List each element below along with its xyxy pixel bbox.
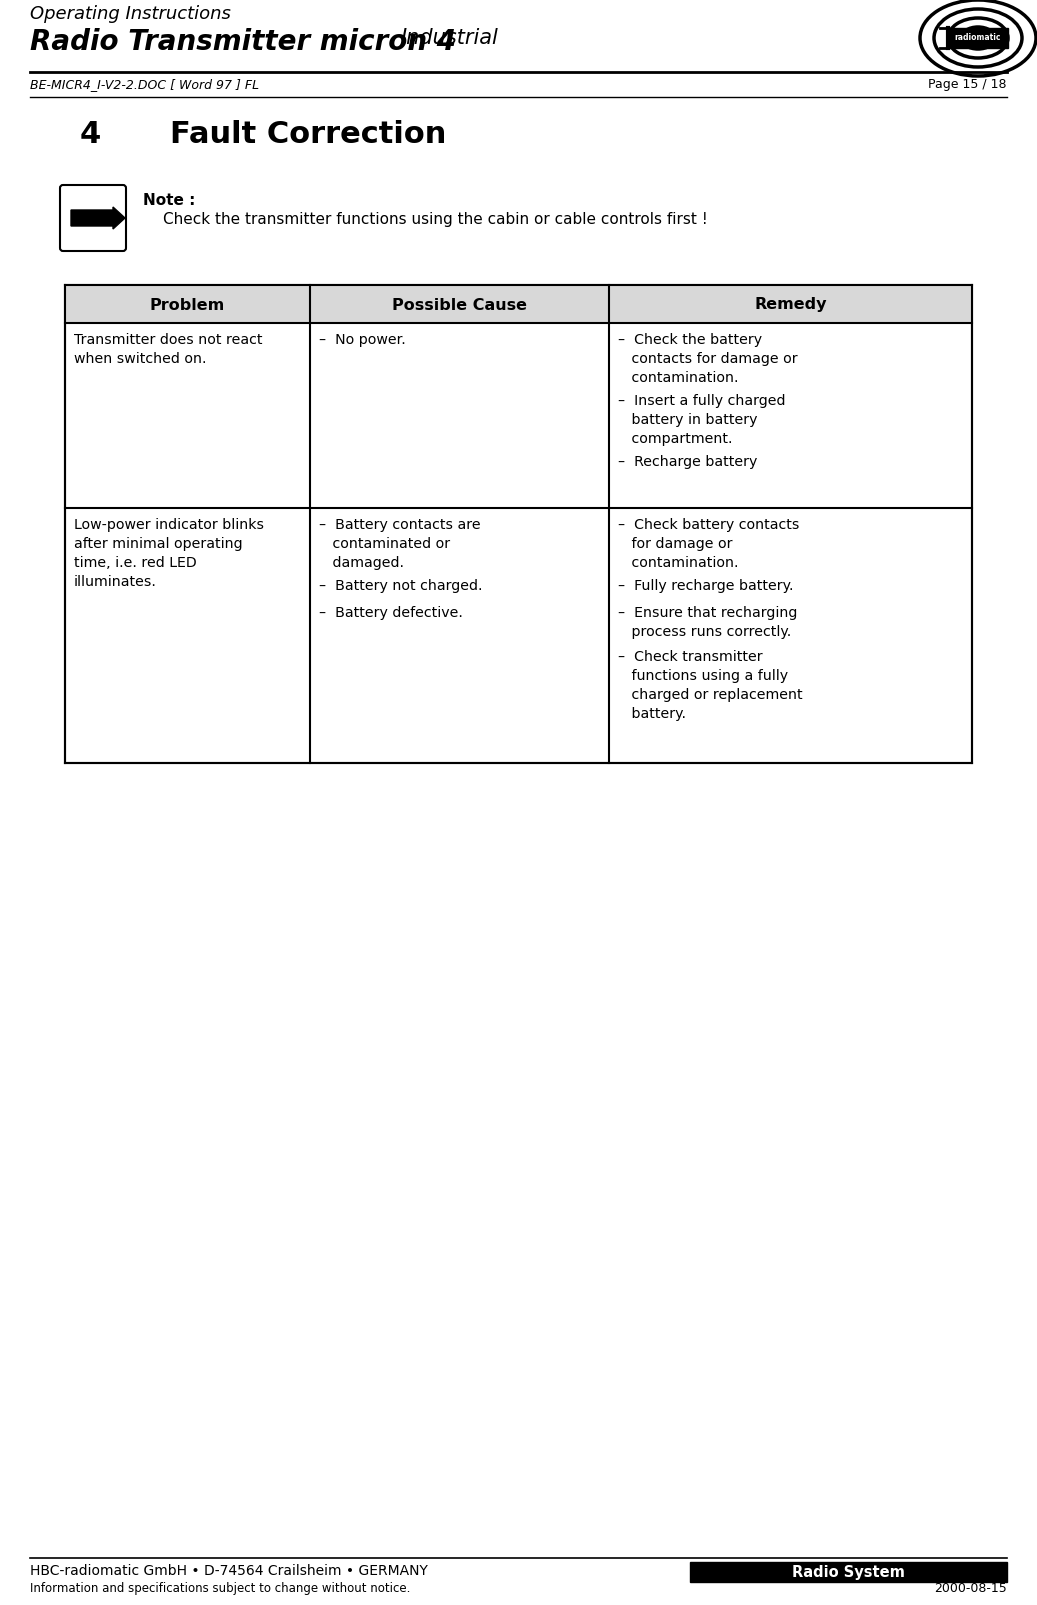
FancyArrow shape (71, 207, 125, 230)
Text: –  Battery not charged.: – Battery not charged. (319, 579, 482, 592)
Text: –  Ensure that recharging
   process runs correctly.: – Ensure that recharging process runs co… (618, 607, 797, 639)
Text: Page 15 / 18: Page 15 / 18 (928, 79, 1007, 91)
Text: BE-MICR4_I-V2-2.DOC [ Word 97 ] FL: BE-MICR4_I-V2-2.DOC [ Word 97 ] FL (30, 79, 259, 91)
Text: HBC-radiomatic GmbH • D-74564 Crailsheim • GERMANY: HBC-radiomatic GmbH • D-74564 Crailsheim… (30, 1563, 428, 1578)
Bar (690, 1562, 1007, 1583)
Text: –  No power.: – No power. (319, 332, 405, 347)
Text: –  Check battery contacts
   for damage or
   contamination.: – Check battery contacts for damage or c… (618, 518, 800, 570)
Text: Information and specifications subject to change without notice.: Information and specifications subject t… (30, 1583, 411, 1595)
Text: –  Check the battery
   contacts for damage or
   contamination.: – Check the battery contacts for damage … (618, 332, 797, 385)
Bar (65, 286, 972, 323)
Text: 4: 4 (80, 120, 102, 149)
Text: –  Insert a fully charged
   battery in battery
   compartment.: – Insert a fully charged battery in batt… (618, 393, 786, 446)
Text: –  Battery defective.: – Battery defective. (319, 607, 463, 620)
Text: Problem: Problem (149, 297, 225, 313)
Text: Fault Correction: Fault Correction (170, 120, 446, 149)
Text: Radio Transmitter micron 4: Radio Transmitter micron 4 (30, 27, 456, 56)
Text: –  Battery contacts are
   contaminated or
   damaged.: – Battery contacts are contaminated or d… (319, 518, 480, 570)
Text: Industrial: Industrial (400, 27, 498, 48)
Bar (948, 27, 1008, 48)
Text: –  Recharge battery: – Recharge battery (618, 454, 758, 469)
Text: Radio System: Radio System (792, 1565, 905, 1579)
FancyBboxPatch shape (60, 185, 127, 250)
Text: Check the transmitter functions using the cabin or cable controls first !: Check the transmitter functions using th… (163, 212, 707, 226)
Text: Low-power indicator blinks
after minimal operating
time, i.e. red LED
illuminate: Low-power indicator blinks after minimal… (74, 518, 264, 589)
Text: –  Fully recharge battery.: – Fully recharge battery. (618, 579, 793, 592)
Text: Remedy: Remedy (754, 297, 826, 313)
Text: Operating Instructions: Operating Instructions (30, 5, 231, 22)
Text: radiomatic: radiomatic (955, 34, 1002, 42)
Text: 2000-08-15: 2000-08-15 (934, 1583, 1007, 1595)
Text: Possible Cause: Possible Cause (392, 297, 527, 313)
Bar (65, 286, 972, 762)
Text: –  Check transmitter
   functions using a fully
   charged or replacement
   bat: – Check transmitter functions using a fu… (618, 650, 803, 721)
Text: Note :: Note : (143, 193, 195, 209)
Text: Transmitter does not react
when switched on.: Transmitter does not react when switched… (74, 332, 262, 366)
